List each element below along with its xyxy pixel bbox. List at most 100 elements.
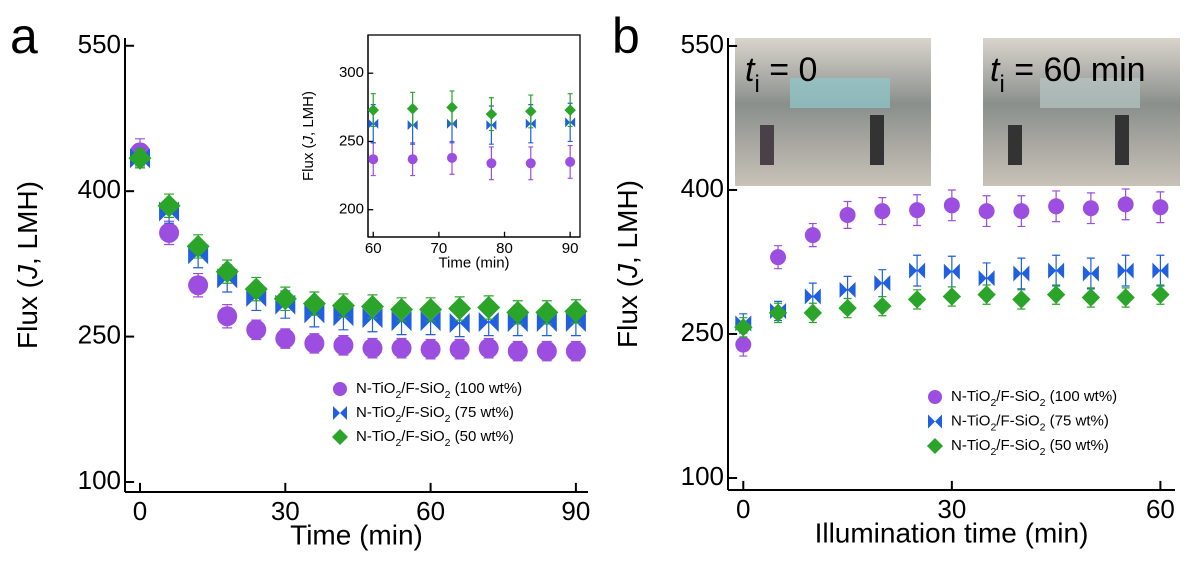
marker (419, 297, 443, 321)
marker (525, 105, 537, 118)
marker (447, 152, 458, 163)
marker (333, 335, 354, 356)
marker (978, 203, 995, 220)
y-tick-label: 250 (78, 319, 121, 349)
y-tick-label: 550 (78, 29, 121, 59)
y-tick-label: 100 (78, 465, 121, 495)
legend-label: N-TiO2/F-SiO2 (75 wt%) (951, 412, 1109, 433)
marker (420, 339, 441, 360)
marker (362, 338, 383, 359)
marker (368, 154, 379, 165)
marker (507, 341, 528, 362)
marker (943, 263, 960, 280)
marker (273, 287, 297, 311)
y-tick-label: 100 (681, 461, 724, 491)
marker (407, 120, 418, 131)
marker (838, 298, 857, 318)
legend-marker (928, 414, 942, 429)
x-tick-label: 30 (937, 494, 966, 524)
legend-label: N-TiO2/F-SiO2 (50 wt%) (951, 437, 1109, 458)
marker (874, 275, 891, 292)
marker (770, 249, 787, 266)
marker (446, 101, 458, 114)
marker (304, 333, 325, 354)
marker (536, 341, 557, 362)
y-tick-label: 550 (681, 29, 724, 59)
marker (804, 288, 821, 305)
marker (525, 158, 536, 169)
marker (1081, 288, 1101, 307)
y-tick-label: 400 (681, 173, 724, 203)
marker (367, 104, 380, 116)
x-tick-label: 90 (562, 240, 579, 257)
x-tick-label: 0 (736, 494, 750, 524)
marker (478, 312, 499, 333)
x-tick-label: 90 (561, 496, 590, 526)
marker (1048, 198, 1065, 215)
marker (768, 303, 788, 323)
marker (564, 104, 576, 116)
panel-label: b (612, 8, 640, 64)
marker (302, 292, 326, 316)
marker (1117, 262, 1134, 279)
marker (157, 194, 181, 218)
x-tick-label: 0 (133, 496, 147, 526)
marker (804, 227, 821, 244)
marker (943, 197, 960, 214)
marker (360, 295, 384, 319)
x-tick-label: 70 (431, 240, 448, 257)
marker (478, 338, 499, 359)
marker (449, 339, 470, 360)
marker (1046, 285, 1066, 304)
photo-before (735, 38, 931, 186)
legend-marker (926, 437, 944, 455)
marker (978, 270, 995, 287)
legend-label: N-TiO2/F-SiO2 (100 wt%) (356, 380, 522, 401)
marker (486, 158, 497, 169)
marker (1082, 200, 1099, 217)
marker (839, 281, 856, 298)
x-axis-title: Illumination time (min) (815, 518, 1089, 549)
y-axis-title: Flux (J, LMH) (612, 180, 643, 348)
marker (244, 277, 268, 301)
panel-label: a (10, 8, 38, 64)
marker (477, 296, 501, 320)
legend-label: N-TiO2/F-SiO2 (100 wt%) (951, 388, 1117, 409)
marker (1012, 290, 1031, 309)
marker (1013, 265, 1030, 282)
photo-after (983, 38, 1180, 186)
marker (506, 300, 530, 324)
marker (246, 319, 267, 340)
marker (391, 338, 412, 359)
x-tick-label: 80 (496, 240, 513, 257)
x-tick-label: 60 (1146, 494, 1175, 524)
marker (406, 102, 419, 115)
marker (485, 108, 498, 120)
marker (873, 296, 892, 316)
marker (1116, 288, 1135, 307)
marker (188, 275, 209, 296)
marker (565, 341, 586, 362)
x-axis-title: Time (min) (290, 520, 423, 551)
marker (839, 206, 856, 223)
marker (535, 300, 559, 324)
marker (734, 318, 753, 337)
plot-frame (367, 34, 581, 238)
y-axis-title: Flux (J, LMH) (12, 181, 43, 349)
legend-label: N-TiO2/F-SiO2 (50 wt%) (356, 428, 514, 449)
x-tick-label: 60 (365, 240, 382, 257)
y-tick-label: 200 (339, 201, 364, 218)
marker (1151, 285, 1170, 304)
y-tick-label: 300 (339, 64, 364, 81)
marker (874, 203, 891, 220)
x-tick-label: 30 (271, 496, 300, 526)
y-tick-label: 250 (681, 317, 724, 347)
marker (217, 306, 238, 327)
photo-label: ti = 60 min (990, 51, 1146, 98)
marker (159, 222, 180, 243)
marker (1013, 203, 1030, 220)
legend-marker (333, 382, 347, 396)
photo-label: ti = 0 (745, 51, 817, 98)
